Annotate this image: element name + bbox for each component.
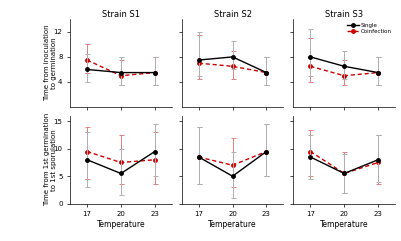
Y-axis label: Time from inoculation
to germination: Time from inoculation to germination <box>45 25 57 101</box>
Legend: Single, Coinfection: Single, Coinfection <box>346 22 392 34</box>
X-axis label: Temperature: Temperature <box>208 220 257 229</box>
X-axis label: Temperature: Temperature <box>320 220 369 229</box>
X-axis label: Temperature: Temperature <box>97 220 145 229</box>
Title: Strain S2: Strain S2 <box>214 9 251 19</box>
Title: Strain S1: Strain S1 <box>102 9 140 19</box>
Title: Strain S3: Strain S3 <box>325 9 363 19</box>
Y-axis label: Time from 1st germination
to 1st sporulation: Time from 1st germination to 1st sporula… <box>44 113 57 206</box>
